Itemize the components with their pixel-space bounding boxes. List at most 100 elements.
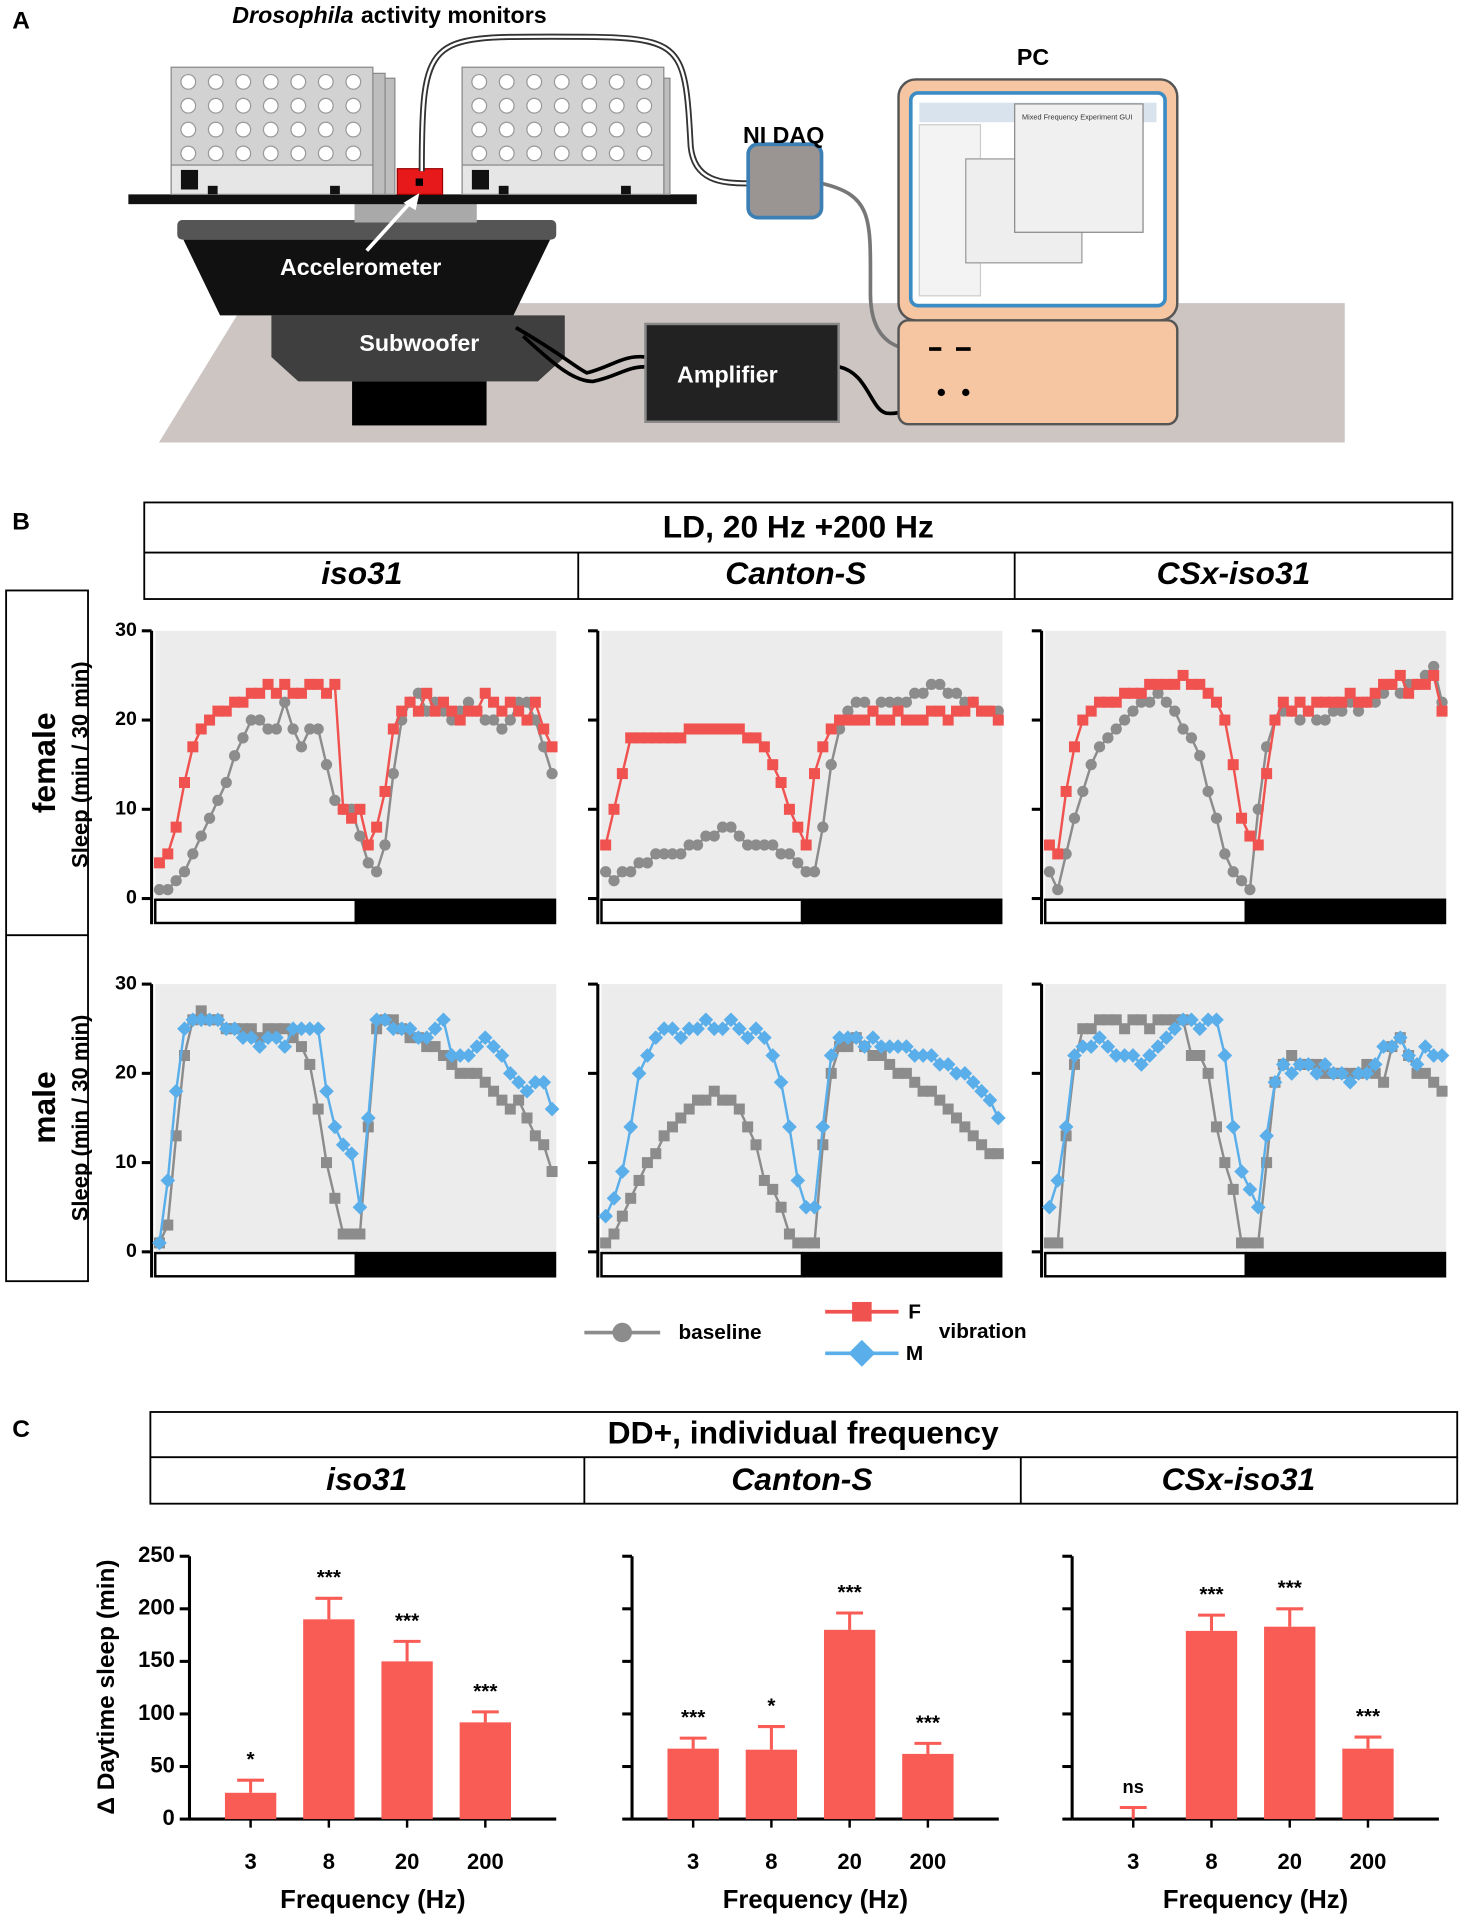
y-tick-label: 250: [138, 1542, 175, 1567]
data-point: [1225, 1119, 1241, 1135]
data-point: [742, 1121, 754, 1133]
legend-marker: [852, 1301, 872, 1322]
significance-label: ***: [473, 1680, 498, 1703]
data-point: [329, 794, 341, 806]
data-point: [511, 1074, 526, 1090]
data-point: [546, 1166, 558, 1178]
monitor-hole: [526, 73, 543, 90]
data-point: [1160, 696, 1172, 708]
data-point: [790, 1173, 806, 1188]
data-point: [444, 1048, 460, 1063]
y-tick-label: 0: [126, 1240, 137, 1262]
data-point: [984, 705, 996, 717]
monitor-hole: [290, 97, 307, 114]
data-point: [1152, 678, 1164, 690]
data-point: [321, 687, 333, 699]
data-point: [262, 723, 274, 735]
data-point: [471, 1067, 483, 1079]
data-point: [1077, 714, 1089, 726]
data-point: [195, 1005, 207, 1017]
data-point: [815, 1119, 831, 1135]
data-point: [1185, 732, 1198, 744]
label-accelerometer: Accelerometer: [280, 254, 441, 280]
data-point: [1352, 705, 1365, 717]
data-point: [608, 803, 620, 815]
data-point: [521, 714, 533, 726]
monitor-hole: [262, 121, 279, 138]
data-point: [1219, 1157, 1231, 1169]
data-point: [237, 732, 249, 744]
data-point: [840, 1030, 856, 1045]
row-header: female: [26, 713, 62, 814]
data-point: [479, 687, 491, 699]
data-point: [1236, 812, 1248, 824]
data-point: [1361, 1058, 1373, 1070]
data-point: [245, 714, 257, 726]
data-point: [823, 1048, 839, 1063]
data-point: [429, 705, 441, 717]
x-tick-label: 200: [910, 1849, 947, 1874]
data-point: [1244, 1237, 1256, 1249]
x-tick-label: 8: [765, 1849, 777, 1874]
data-point: [1160, 1014, 1172, 1026]
data-point: [857, 1039, 872, 1054]
monitor-hole: [581, 145, 598, 162]
monitor-hole: [235, 73, 252, 90]
data-point: [800, 866, 812, 878]
data-point: [1043, 866, 1056, 878]
data-point: [354, 830, 366, 842]
data-point: [934, 705, 946, 717]
monitor-hole: [608, 73, 625, 90]
y-tick-label: 30: [115, 972, 137, 994]
data-point: [496, 1094, 508, 1106]
data-point: [327, 1119, 343, 1135]
data-point: [1127, 687, 1139, 699]
cable: [521, 334, 646, 384]
data-point: [1319, 714, 1331, 726]
data-point: [1419, 1067, 1431, 1079]
data-point: [329, 1192, 341, 1204]
data-point: [496, 705, 508, 717]
data-point: [633, 857, 645, 869]
data-point: [254, 714, 266, 726]
data-point: [262, 1023, 274, 1035]
data-point: [758, 741, 770, 753]
data-point: [1252, 1237, 1264, 1249]
x-tick-label: 3: [244, 1849, 256, 1874]
data-point: [387, 723, 399, 735]
data-point: [783, 1228, 795, 1240]
data-point: [452, 1048, 468, 1063]
data-point: [1135, 687, 1147, 699]
data-point: [404, 696, 416, 708]
monitor-hole: [262, 97, 279, 114]
data-point: [700, 1094, 712, 1106]
data-point: [825, 759, 837, 771]
light-phase: [600, 898, 804, 925]
data-point: [437, 696, 449, 708]
data-point: [1436, 1085, 1448, 1097]
data-point: [1353, 696, 1365, 708]
data-point: [842, 705, 854, 717]
data-point: [625, 732, 637, 744]
data-point: [1377, 687, 1390, 699]
bar: [745, 1749, 798, 1820]
monitor-hole: [636, 145, 653, 162]
data-point: [477, 1030, 493, 1045]
y-tick-label: 10: [115, 1151, 137, 1173]
data-point: [1227, 866, 1239, 878]
data-point: [907, 1048, 923, 1063]
data-point: [488, 1085, 500, 1097]
strain-header: iso31: [321, 555, 402, 591]
data-point: [546, 767, 558, 780]
data-point: [187, 848, 199, 860]
data-point: [528, 1074, 543, 1090]
plot-background: [1045, 984, 1447, 1252]
data-point: [237, 1023, 249, 1035]
data-point: [884, 1058, 896, 1070]
data-point: [504, 696, 516, 708]
light-phase: [154, 1251, 357, 1278]
y-tick-label: 50: [150, 1752, 174, 1777]
data-point: [454, 705, 466, 717]
data-point: [170, 821, 182, 833]
data-point: [858, 696, 871, 708]
